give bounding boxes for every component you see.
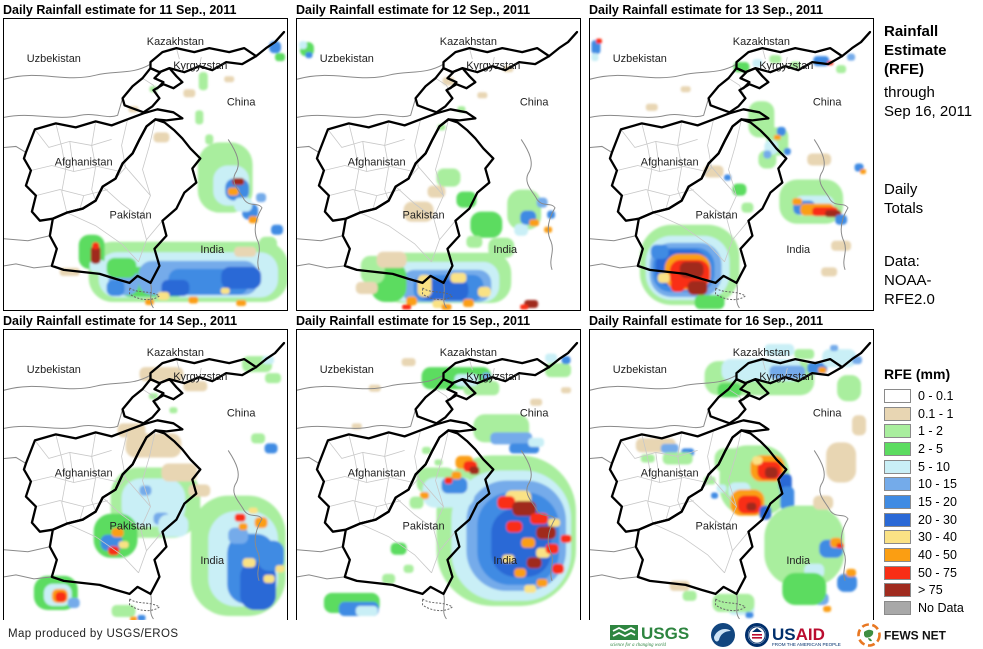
rainfall-map [3, 329, 288, 622]
footer: Map produced by USGS/EROS USGS science f… [0, 620, 983, 649]
usgs-flag-icon [610, 625, 638, 640]
legend-label: 40 - 50 [918, 548, 957, 563]
logo-row: USGS science for a changing world USAID … [610, 622, 950, 648]
panel-title: Daily Rainfall estimate for 13 Sep., 201… [589, 3, 824, 17]
legend: RFE (mm) 0 - 0.1 0.1 - 1 1 - 2 2 - 5 5 - 10 1… [884, 366, 983, 617]
legend-label: 1 - 2 [918, 424, 944, 439]
legend-item: > 75 [884, 582, 983, 600]
rainfall-map-panel: Daily Rainfall estimate for 15 Sep., 201… [296, 311, 583, 622]
legend-item: 15 - 20 [884, 493, 983, 511]
legend-label: No Data [918, 601, 964, 616]
map-credit: Map produced by USGS/EROS [8, 628, 179, 640]
sidebar-daily-totals: Daily Totals [884, 180, 923, 218]
sidebar-text-line: NOAA- [884, 272, 932, 289]
rainfall-map-panel: Daily Rainfall estimate for 16 Sep., 201… [589, 311, 876, 622]
noaa-logo [711, 623, 735, 647]
legend-swatch [884, 548, 911, 563]
rainfall-map [589, 329, 874, 622]
legend-item: 50 - 75 [884, 564, 983, 582]
rainfall-cells [323, 353, 577, 616]
sidebar-text-line: through [884, 84, 935, 101]
legend-label: 15 - 20 [918, 494, 957, 509]
panel-title: Daily Rainfall estimate for 14 Sep., 201… [3, 314, 238, 328]
legend-swatch [884, 388, 911, 403]
sidebar-text-line: Estimate [884, 42, 947, 59]
legend-swatch [884, 583, 911, 598]
sidebar-text-line: RFE2.0 [884, 291, 935, 308]
map-panels-grid: Daily Rainfall estimate for 11 Sep., 201… [3, 0, 882, 622]
legend-item: No Data [884, 599, 983, 617]
legend-swatch [884, 441, 911, 456]
usgs-logo: USGS science for a changing world [610, 624, 689, 648]
legend-swatch [884, 459, 911, 474]
panel-title: Daily Rainfall estimate for 11 Sep., 201… [3, 3, 237, 17]
legend-label: 50 - 75 [918, 565, 957, 580]
usaid-tagline: FROM THE AMERICAN PEOPLE [772, 642, 841, 647]
legend-swatch [884, 512, 911, 527]
usaid-logo: USAID FROM THE AMERICAN PEOPLE [745, 623, 841, 647]
legend-label: 0.1 - 1 [918, 406, 954, 421]
legend-label: > 75 [918, 583, 943, 598]
rainfall-map [589, 18, 874, 311]
legend-swatch [884, 494, 911, 509]
rainfall-map [296, 18, 581, 311]
legend-item: 0 - 0.1 [884, 387, 983, 405]
legend-item: 40 - 50 [884, 546, 983, 564]
usaid-us-text: US [772, 625, 796, 644]
rainfall-map [3, 18, 288, 311]
legend-item: 20 - 30 [884, 511, 983, 529]
sidebar: Rainfall Estimate (RFE) through Sep 16, 201… [884, 0, 983, 620]
rainfall-map-panel: Daily Rainfall estimate for 12 Sep., 201… [296, 0, 583, 311]
sidebar-title: Rainfall Estimate (RFE) [884, 22, 947, 79]
legend-label: 5 - 10 [918, 459, 950, 474]
legend-swatch [884, 477, 911, 492]
sidebar-data-source: Data: NOAA- RFE2.0 [884, 252, 935, 309]
rainfall-map [296, 329, 581, 622]
noaa-gull-icon [714, 629, 731, 642]
legend-swatch [884, 601, 911, 616]
rainfall-cells [591, 38, 867, 309]
legend-item: 0.1 - 1 [884, 405, 983, 423]
legend-items: 0 - 0.1 0.1 - 1 1 - 2 2 - 5 5 - 10 10 - 15 15 … [884, 387, 983, 617]
rainfall-cells [33, 356, 286, 621]
legend-label: 0 - 0.1 [918, 388, 954, 403]
sidebar-text-line: Sep 16, 2011 [884, 103, 973, 120]
sidebar-text-line: Data: [884, 253, 920, 270]
sidebar-subtitle: through Sep 16, 2011 [884, 83, 972, 121]
fewsnet-wordmark: FEWS NET [884, 629, 947, 643]
legend-label: 10 - 15 [918, 477, 957, 492]
fewsnet-logo: FEWS NET [857, 623, 947, 647]
legend-swatch [884, 406, 911, 421]
legend-item: 5 - 10 [884, 458, 983, 476]
legend-title: RFE (mm) [884, 366, 951, 382]
usaid-aid-text: AID [796, 625, 825, 644]
legend-item: 2 - 5 [884, 440, 983, 458]
sidebar-text-line: Totals [884, 200, 924, 217]
legend-swatch [884, 565, 911, 580]
legend-item: 1 - 2 [884, 422, 983, 440]
rainfall-cells [298, 41, 556, 310]
rainfall-cells [59, 41, 287, 306]
legend-swatch [884, 530, 911, 545]
legend-label: 2 - 5 [918, 441, 944, 456]
svg-text:USAID: USAID [772, 625, 825, 644]
panel-title: Daily Rainfall estimate for 12 Sep., 201… [296, 3, 531, 17]
legend-swatch [884, 424, 911, 439]
sidebar-text-line: Daily [884, 181, 918, 198]
sidebar-text-line: (RFE) [884, 61, 924, 78]
legend-item: 10 - 15 [884, 475, 983, 493]
panel-title: Daily Rainfall estimate for 16 Sep., 201… [589, 314, 824, 328]
rainfall-map-panel: Daily Rainfall estimate for 13 Sep., 201… [589, 0, 876, 311]
usgs-wordmark: USGS [641, 624, 689, 643]
rainfall-map-panel: Daily Rainfall estimate for 14 Sep., 201… [3, 311, 290, 622]
legend-item: 30 - 40 [884, 529, 983, 547]
legend-label: 30 - 40 [918, 530, 957, 545]
usgs-tagline: science for a changing world [610, 643, 667, 648]
rainfall-map-panel: Daily Rainfall estimate for 11 Sep., 201… [3, 0, 290, 311]
panel-title: Daily Rainfall estimate for 15 Sep., 201… [296, 314, 531, 328]
legend-label: 20 - 30 [918, 512, 957, 527]
sidebar-text-line: Rainfall [884, 23, 939, 40]
